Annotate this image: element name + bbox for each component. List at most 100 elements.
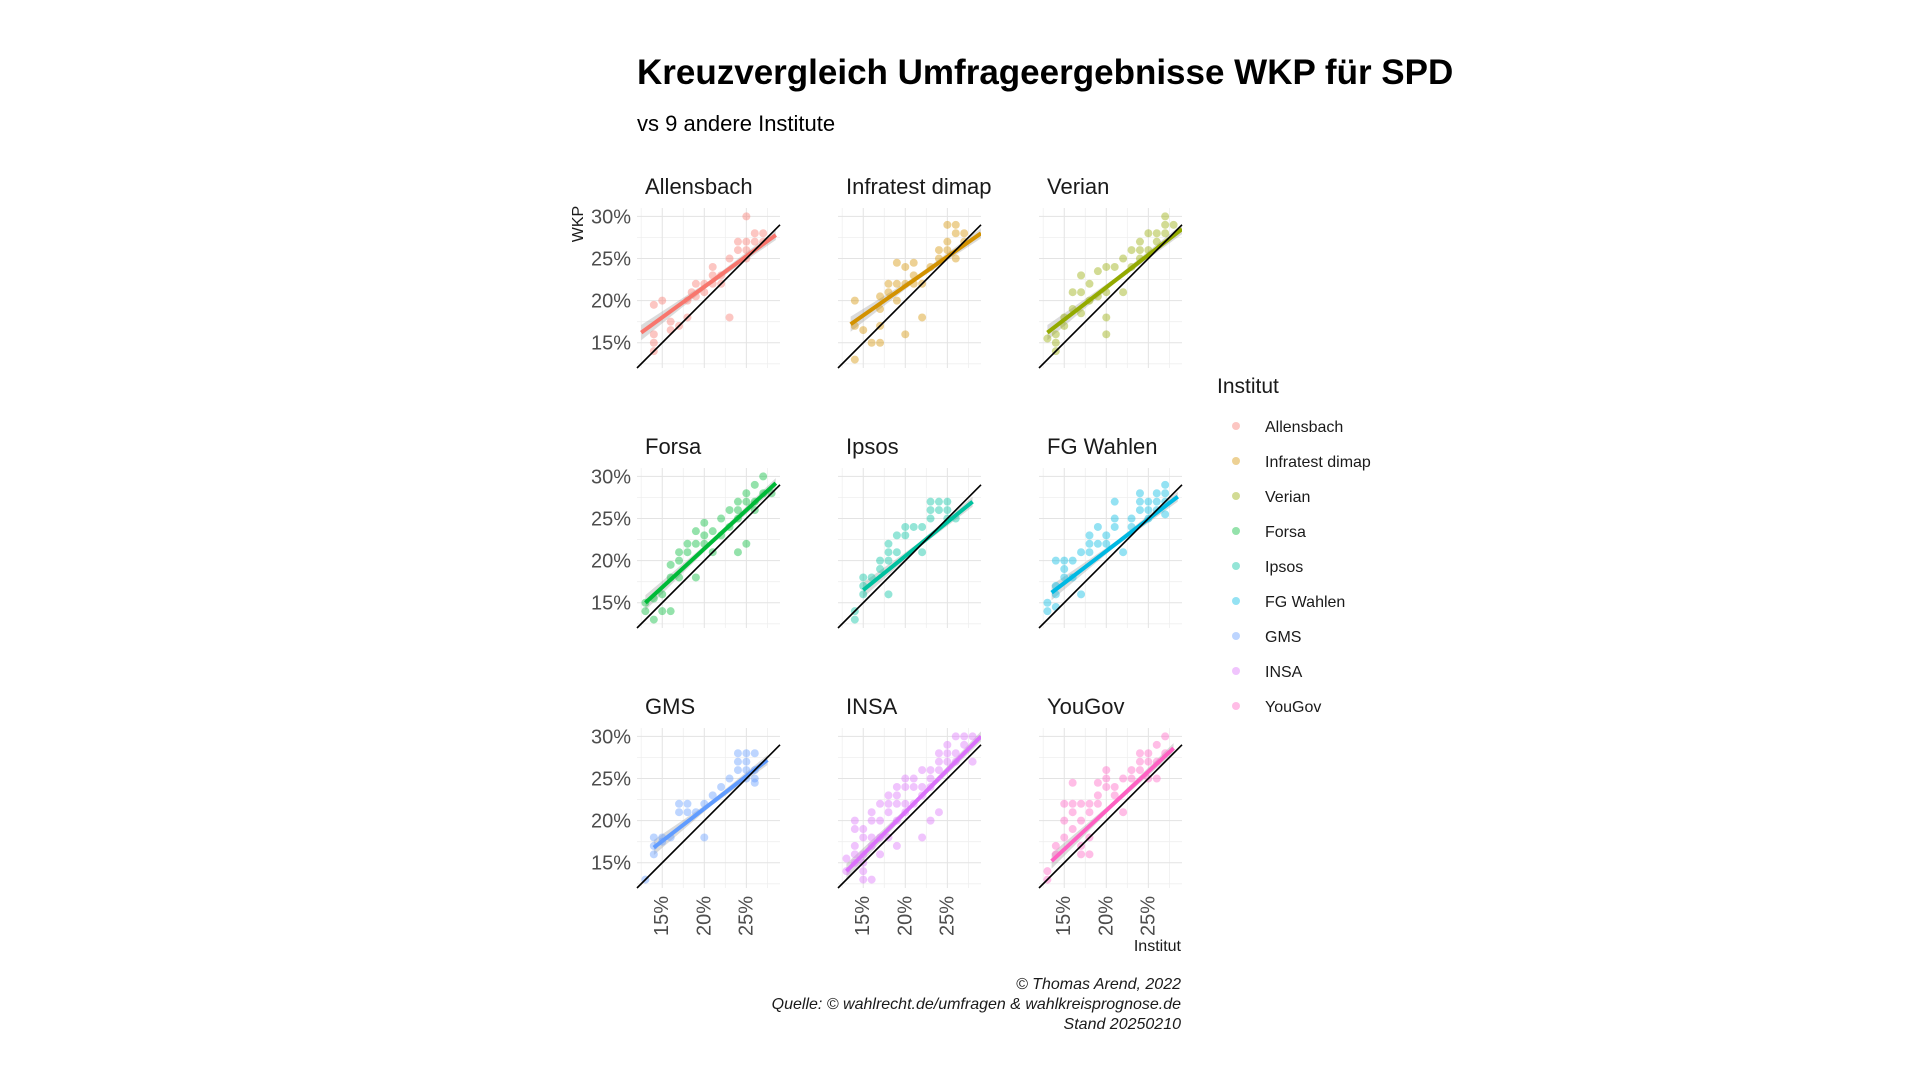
data-point bbox=[1119, 254, 1128, 263]
caption-date: Stand 20250210 bbox=[1064, 1016, 1182, 1033]
panel-forsa: Forsa 15% 20% 25% 30% bbox=[591, 434, 781, 629]
data-point bbox=[934, 506, 943, 515]
data-point bbox=[892, 279, 901, 288]
data-point bbox=[876, 850, 885, 859]
data-point bbox=[725, 254, 734, 263]
data-point bbox=[859, 833, 868, 842]
x-tick-label: 25% bbox=[735, 896, 757, 936]
data-point bbox=[943, 506, 952, 515]
data-point bbox=[1068, 556, 1077, 565]
data-point bbox=[742, 757, 751, 766]
data-point bbox=[649, 850, 658, 859]
data-point bbox=[1135, 766, 1144, 775]
x-tick-label: 15% bbox=[1053, 896, 1075, 936]
legend-key bbox=[1232, 632, 1240, 640]
data-point bbox=[1102, 531, 1111, 540]
legend-key bbox=[1232, 527, 1240, 535]
reference-line bbox=[636, 744, 781, 889]
data-point bbox=[1102, 313, 1111, 322]
data-point bbox=[1068, 288, 1077, 297]
data-point bbox=[1135, 757, 1144, 766]
data-point bbox=[1161, 732, 1170, 741]
data-point bbox=[909, 774, 918, 783]
data-point bbox=[1161, 229, 1170, 238]
data-point bbox=[666, 607, 675, 616]
data-point bbox=[1135, 497, 1144, 506]
data-point bbox=[892, 799, 901, 808]
data-point bbox=[1051, 338, 1060, 347]
data-point bbox=[859, 867, 868, 876]
data-point bbox=[1161, 489, 1170, 498]
data-point bbox=[951, 749, 960, 758]
panel-allensbach: Allensbach 15% 20% 25% 30% bbox=[591, 174, 781, 369]
data-point bbox=[675, 556, 684, 565]
data-point bbox=[1102, 262, 1111, 271]
caption-source: Quelle: © wahlrecht.de/umfragen & wahlkr… bbox=[772, 996, 1181, 1013]
data-point bbox=[683, 548, 692, 557]
data-point bbox=[876, 556, 885, 565]
data-point bbox=[742, 749, 751, 758]
y-tick-label: 15% bbox=[591, 853, 631, 875]
legend-label: Ipsos bbox=[1265, 559, 1303, 576]
reference-line bbox=[636, 484, 781, 629]
data-point bbox=[850, 355, 859, 364]
panel-ipsos: Ipsos bbox=[837, 434, 982, 629]
data-point bbox=[918, 766, 927, 775]
data-point bbox=[884, 539, 893, 548]
data-point bbox=[1077, 816, 1086, 825]
x-tick-label: 25% bbox=[1137, 896, 1159, 936]
y-axis-title: WKP bbox=[570, 206, 587, 242]
data-point bbox=[733, 237, 742, 246]
data-point bbox=[1127, 246, 1136, 255]
facet-label: INSA bbox=[846, 694, 898, 719]
data-point bbox=[641, 607, 650, 616]
data-point bbox=[750, 778, 759, 787]
legend-label: Allensbach bbox=[1265, 419, 1343, 436]
data-point bbox=[859, 875, 868, 884]
data-point bbox=[742, 212, 751, 221]
data-point bbox=[926, 497, 935, 506]
data-point bbox=[1060, 321, 1069, 330]
facet-panels: Allensbach 15% 20% 25% 30% Infratest dimap Ver… bbox=[591, 174, 1183, 936]
data-point bbox=[901, 531, 910, 540]
data-point bbox=[1102, 539, 1111, 548]
data-point bbox=[733, 749, 742, 758]
legend-label: Forsa bbox=[1265, 524, 1306, 541]
data-point bbox=[1093, 267, 1102, 276]
panel-plot-area bbox=[850, 496, 974, 624]
data-point bbox=[1110, 497, 1119, 506]
data-point bbox=[1110, 522, 1119, 531]
data-point bbox=[1169, 220, 1178, 229]
data-point bbox=[876, 816, 885, 825]
data-point bbox=[842, 854, 851, 863]
data-point bbox=[658, 296, 667, 305]
data-point bbox=[892, 791, 901, 800]
data-point bbox=[867, 875, 876, 884]
data-point bbox=[1043, 607, 1052, 616]
data-point bbox=[1152, 237, 1161, 246]
y-tick-label: 30% bbox=[591, 726, 631, 748]
data-point bbox=[1119, 548, 1128, 557]
data-point bbox=[717, 782, 726, 791]
data-point bbox=[742, 539, 751, 548]
data-point bbox=[666, 317, 675, 326]
panel-plot-area bbox=[641, 749, 769, 884]
data-point bbox=[733, 246, 742, 255]
data-point bbox=[1068, 778, 1077, 787]
data-point bbox=[1161, 480, 1170, 489]
legend-key bbox=[1232, 457, 1240, 465]
data-point bbox=[850, 825, 859, 834]
data-point bbox=[951, 229, 960, 238]
data-point bbox=[666, 326, 675, 335]
data-point bbox=[1161, 510, 1170, 519]
data-point bbox=[1144, 506, 1153, 515]
data-point bbox=[683, 808, 692, 817]
data-point bbox=[943, 757, 952, 766]
data-point bbox=[1135, 489, 1144, 498]
reference-line bbox=[1038, 484, 1183, 629]
x-tick-label: 15% bbox=[852, 896, 874, 936]
data-point bbox=[691, 527, 700, 536]
data-point bbox=[892, 531, 901, 540]
data-point bbox=[859, 590, 868, 599]
data-point bbox=[1060, 556, 1069, 565]
